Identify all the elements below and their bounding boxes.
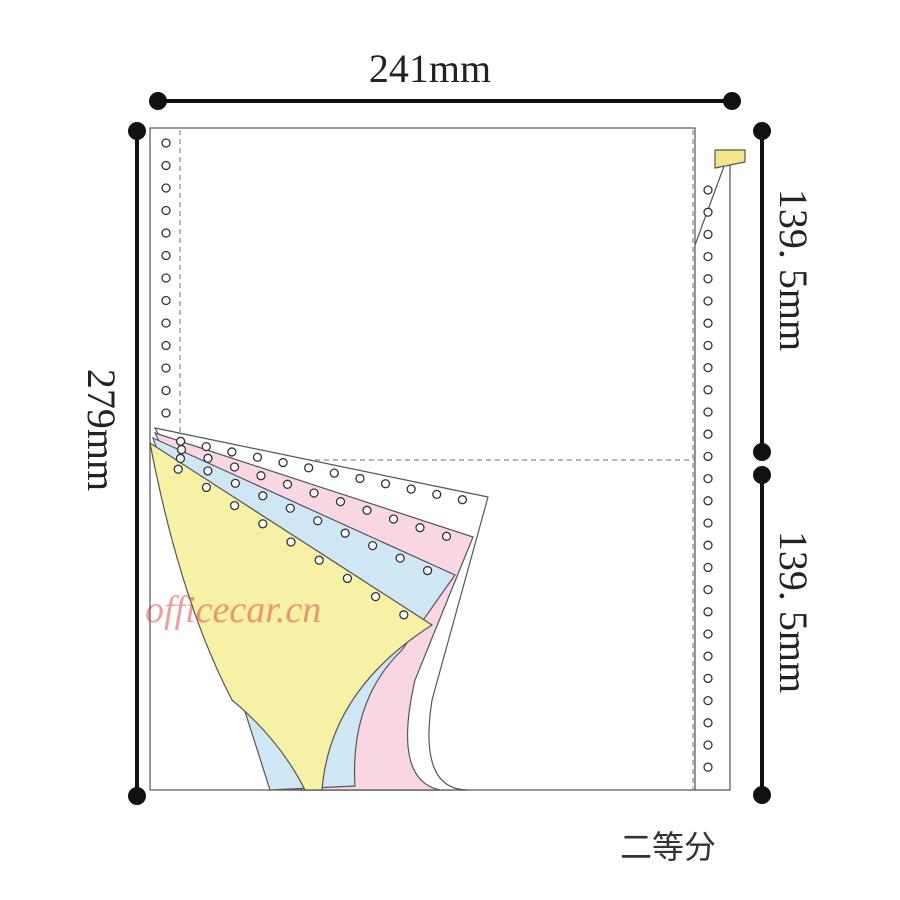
feed-hole	[406, 484, 416, 494]
feed-hole	[161, 228, 171, 238]
feed-hole	[441, 531, 452, 541]
feed-hole	[161, 318, 171, 328]
paper	[149, 127, 746, 791]
feed-hole	[703, 429, 713, 439]
feed-hole	[703, 207, 713, 217]
feed-hole	[432, 489, 442, 500]
feed-hole	[703, 362, 713, 373]
feed-hole	[278, 457, 288, 468]
feed-hole	[362, 505, 372, 515]
feed-hole	[229, 462, 240, 472]
feed-hole	[395, 553, 405, 563]
feed-hole	[703, 318, 713, 328]
feed-hole	[286, 537, 296, 547]
feed-hole	[175, 436, 186, 446]
feed-hole	[703, 629, 713, 639]
feed-hole	[161, 160, 171, 171]
feed-hole	[703, 496, 713, 506]
feed-hole	[703, 607, 713, 617]
feed-hole	[258, 491, 268, 501]
feed-hole	[703, 762, 713, 772]
feed-hole	[176, 445, 187, 455]
feed-hole	[370, 591, 381, 602]
feed-hole	[399, 610, 409, 620]
width-label: 241mm	[369, 46, 491, 91]
feed-hole	[380, 479, 391, 489]
feed-hole	[703, 385, 713, 395]
feed-hole	[703, 251, 713, 262]
feed-hole	[313, 516, 323, 526]
caption: 二等分	[620, 828, 716, 866]
feed-hole	[457, 495, 468, 505]
feed-hole	[388, 514, 399, 524]
feed-hole	[175, 453, 186, 464]
feed-hole	[173, 464, 183, 474]
feed-hole	[161, 250, 171, 261]
feed-hole	[161, 363, 171, 373]
feed-hole	[201, 482, 212, 493]
feed-hole	[201, 441, 211, 452]
watermark: officecar.cn	[145, 589, 321, 631]
lower-half-label: 139. 5mm	[771, 531, 816, 693]
feed-hole	[703, 407, 713, 417]
feed-hole	[161, 340, 171, 351]
feed-hole	[703, 673, 713, 684]
feed-hole	[703, 740, 713, 750]
feed-hole	[367, 540, 378, 551]
feed-hole	[703, 451, 713, 462]
feed-hole	[703, 540, 713, 550]
feed-hole	[355, 473, 365, 484]
feed-hole	[161, 138, 171, 148]
feed-hole	[342, 573, 353, 584]
dimension-lines	[128, 92, 771, 805]
feed-hole	[703, 473, 713, 484]
feed-hole	[161, 205, 171, 216]
feed-hole	[340, 528, 350, 538]
height-label: 279mm	[79, 369, 124, 491]
feed-hole	[161, 295, 171, 306]
feed-hole	[229, 500, 240, 511]
feed-hole	[703, 695, 713, 706]
feed-hole	[282, 479, 293, 489]
feed-hole	[703, 340, 713, 351]
feed-hole	[329, 468, 339, 478]
feed-hole	[203, 453, 213, 463]
feed-hole	[285, 503, 295, 513]
feed-hole	[252, 452, 263, 462]
feed-hole	[309, 488, 319, 498]
feed-hole	[230, 478, 241, 489]
feed-hole	[161, 385, 171, 396]
feed-hole	[703, 718, 713, 728]
feed-hole	[415, 523, 425, 533]
feed-hole	[314, 555, 324, 565]
feed-hole	[335, 497, 346, 507]
feed-hole	[703, 518, 713, 528]
feed-hole	[258, 519, 268, 529]
feed-hole	[703, 562, 713, 573]
feed-hole	[161, 183, 171, 193]
feed-hole	[227, 447, 237, 457]
upper-half-label: 139. 5mm	[771, 189, 816, 351]
feed-hole	[161, 273, 171, 283]
feed-hole	[161, 408, 171, 418]
feed-hole	[703, 651, 713, 661]
feed-hole	[422, 565, 433, 576]
feed-hole	[256, 471, 266, 481]
feed-hole	[703, 274, 713, 284]
feed-hole	[304, 463, 314, 473]
feed-hole	[703, 296, 713, 306]
feed-hole	[703, 229, 713, 240]
feed-hole	[203, 466, 213, 476]
feed-hole	[703, 185, 713, 195]
feed-hole	[703, 584, 713, 595]
